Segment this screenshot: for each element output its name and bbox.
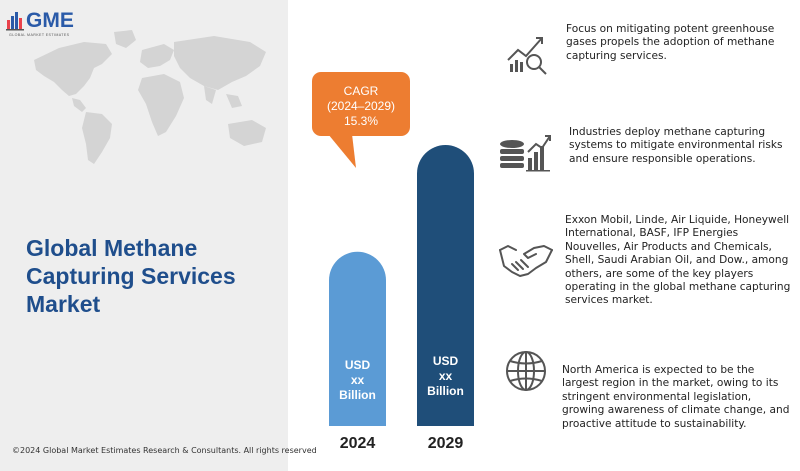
database-bar-chart-icon xyxy=(500,135,551,172)
cagr-value: 15.3% xyxy=(344,114,378,128)
bar-value-label-2029: xx xyxy=(439,369,453,383)
bar-2029 xyxy=(417,145,474,426)
globe-icon xyxy=(506,351,546,391)
category-label-2024: 2024 xyxy=(340,435,376,452)
insight-1: Focus on mitigating potent greenhouse ga… xyxy=(496,20,796,90)
bar-value-label-2029: USD xyxy=(433,354,459,368)
bar-value-label-2024: Billion xyxy=(339,388,376,402)
insight-text-1: Focus on mitigating potent greenhouse ga… xyxy=(566,23,775,62)
category-label-2029: 2029 xyxy=(428,435,464,452)
logo-subtitle: GLOBAL MARKET ESTIMATES xyxy=(9,33,70,37)
bar-value-label-2024: xx xyxy=(351,373,365,387)
insight-4: North America is expected to be the larg… xyxy=(496,345,796,445)
bar-value-label-2029: Billion xyxy=(427,384,464,398)
cagr-label: CAGR xyxy=(344,84,379,98)
cagr-callout-pointer xyxy=(328,134,356,168)
title-line-1: Global Methane xyxy=(26,235,198,261)
logo-text: GME xyxy=(26,9,74,32)
cagr-period: (2024–2029) xyxy=(327,99,395,113)
bar-2024 xyxy=(329,251,386,426)
logo-mark-icon xyxy=(6,12,24,31)
cagr-callout-box xyxy=(312,72,410,136)
insight-2: Industries deploy methane capturing syst… xyxy=(496,120,796,190)
world-map-icon xyxy=(34,30,266,164)
gme-logo: GME GLOBAL MARKET ESTIMATES xyxy=(6,8,86,38)
copyright-notice: ©2024 Global Market Estimates Research &… xyxy=(12,446,317,455)
insight-3: Exxon Mobil, Linde, Air Liquide, Honeywe… xyxy=(496,210,796,325)
insight-text-4: North America is expected to be the larg… xyxy=(562,364,790,430)
title-line-3: Market xyxy=(26,291,101,317)
handshake-icon xyxy=(499,245,553,277)
growth-chart-magnifier-icon xyxy=(507,37,547,75)
market-size-chart: CAGR (2024–2029) 15.3% USDxxBillion2024U… xyxy=(312,72,474,452)
bar-value-label-2024: USD xyxy=(345,358,371,372)
cagr-callout: CAGR (2024–2029) 15.3% xyxy=(312,72,410,168)
insight-text-3: Exxon Mobil, Linde, Air Liquide, Honeywe… xyxy=(565,214,791,307)
page-title: Global Methane Capturing Services Market xyxy=(26,234,276,318)
insight-text-2: Industries deploy methane capturing syst… xyxy=(569,126,783,165)
title-line-2: Capturing Services xyxy=(26,263,236,289)
